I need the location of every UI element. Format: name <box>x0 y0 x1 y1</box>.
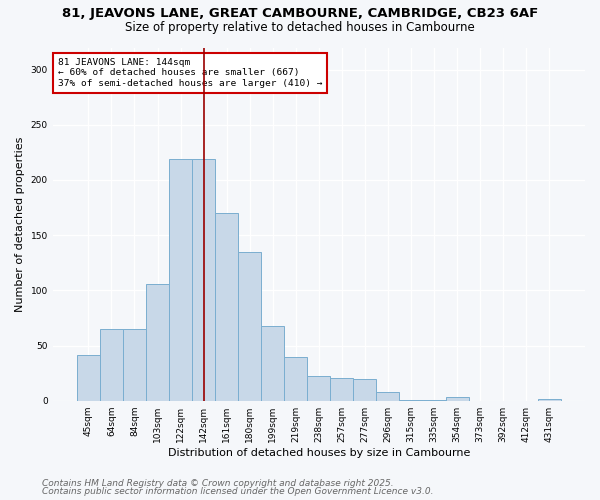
Bar <box>192 159 215 400</box>
Bar <box>146 284 169 401</box>
Bar <box>353 378 376 400</box>
Bar <box>538 398 561 400</box>
Text: Contains public sector information licensed under the Open Government Licence v3: Contains public sector information licen… <box>42 487 433 496</box>
Bar <box>169 159 192 400</box>
Bar <box>123 329 146 400</box>
Text: 81, JEAVONS LANE, GREAT CAMBOURNE, CAMBRIDGE, CB23 6AF: 81, JEAVONS LANE, GREAT CAMBOURNE, CAMBR… <box>62 8 538 20</box>
Bar <box>215 213 238 400</box>
X-axis label: Distribution of detached houses by size in Cambourne: Distribution of detached houses by size … <box>167 448 470 458</box>
Bar <box>446 398 469 400</box>
Text: Contains HM Land Registry data © Crown copyright and database right 2025.: Contains HM Land Registry data © Crown c… <box>42 478 394 488</box>
Text: Size of property relative to detached houses in Cambourne: Size of property relative to detached ho… <box>125 21 475 34</box>
Bar <box>376 392 400 400</box>
Bar <box>284 356 307 401</box>
Text: 81 JEAVONS LANE: 144sqm
← 60% of detached houses are smaller (667)
37% of semi-d: 81 JEAVONS LANE: 144sqm ← 60% of detache… <box>58 58 322 88</box>
Bar <box>331 378 353 400</box>
Bar <box>307 376 331 400</box>
Bar <box>77 356 100 401</box>
Bar <box>261 326 284 400</box>
Y-axis label: Number of detached properties: Number of detached properties <box>15 136 25 312</box>
Bar <box>100 329 123 400</box>
Bar <box>238 252 261 400</box>
